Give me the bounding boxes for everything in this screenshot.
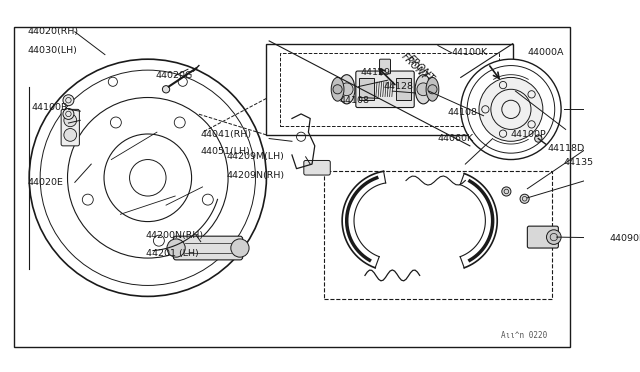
Text: 44108: 44108 — [447, 108, 477, 116]
Ellipse shape — [426, 77, 439, 101]
Text: 44100P: 44100P — [511, 131, 547, 140]
Circle shape — [461, 59, 561, 160]
Bar — [396, 78, 411, 100]
Text: 44209M(LH): 44209M(LH) — [227, 152, 284, 161]
Circle shape — [63, 95, 74, 106]
Text: 44041(RH): 44041(RH) — [201, 131, 252, 140]
Circle shape — [231, 239, 249, 257]
Circle shape — [167, 239, 185, 257]
Circle shape — [417, 83, 429, 96]
Bar — [266, 44, 513, 135]
Bar — [360, 78, 374, 100]
Circle shape — [428, 85, 437, 94]
Text: 44060K: 44060K — [438, 134, 474, 143]
Text: 44000A: 44000A — [527, 48, 564, 57]
Text: 44200N(RH): 44200N(RH) — [146, 231, 204, 240]
Circle shape — [502, 187, 511, 196]
Text: 44201 (LH): 44201 (LH) — [146, 249, 199, 258]
Text: FRONT: FRONT — [405, 53, 436, 84]
Circle shape — [479, 77, 543, 141]
Circle shape — [520, 194, 529, 203]
FancyBboxPatch shape — [61, 109, 79, 146]
Bar — [280, 53, 499, 126]
FancyBboxPatch shape — [356, 71, 414, 108]
Text: 44090K: 44090K — [609, 234, 640, 243]
Text: FRONT: FRONT — [399, 51, 430, 82]
Circle shape — [534, 135, 542, 142]
Circle shape — [333, 85, 342, 94]
Text: Aιι^n 0220: Aιι^n 0220 — [502, 331, 548, 340]
Text: 44020G: 44020G — [155, 71, 193, 80]
Text: 44100B: 44100B — [31, 103, 67, 112]
Text: 44100K: 44100K — [452, 48, 488, 57]
Circle shape — [29, 59, 266, 296]
Circle shape — [340, 83, 353, 96]
Text: 44030(LH): 44030(LH) — [28, 45, 77, 55]
FancyBboxPatch shape — [304, 160, 330, 175]
Text: 44135: 44135 — [564, 158, 594, 167]
FancyBboxPatch shape — [380, 59, 390, 74]
Circle shape — [64, 114, 77, 127]
Text: 44128: 44128 — [383, 82, 413, 91]
Text: 44209N(RH): 44209N(RH) — [227, 170, 284, 180]
FancyBboxPatch shape — [527, 226, 558, 248]
Ellipse shape — [415, 75, 431, 104]
Text: 44020(RH): 44020(RH) — [28, 27, 79, 36]
Bar — [324, 171, 552, 299]
Text: 44051(LH): 44051(LH) — [201, 147, 250, 156]
Ellipse shape — [331, 77, 344, 101]
Text: 44108: 44108 — [339, 96, 369, 105]
Circle shape — [547, 230, 561, 244]
Circle shape — [163, 86, 170, 93]
Text: 44020E: 44020E — [28, 178, 63, 187]
Text: 44118D: 44118D — [547, 144, 585, 153]
Text: 44129: 44129 — [360, 68, 390, 77]
Circle shape — [63, 109, 74, 119]
FancyBboxPatch shape — [173, 236, 243, 260]
Ellipse shape — [339, 75, 355, 104]
Circle shape — [64, 128, 77, 141]
